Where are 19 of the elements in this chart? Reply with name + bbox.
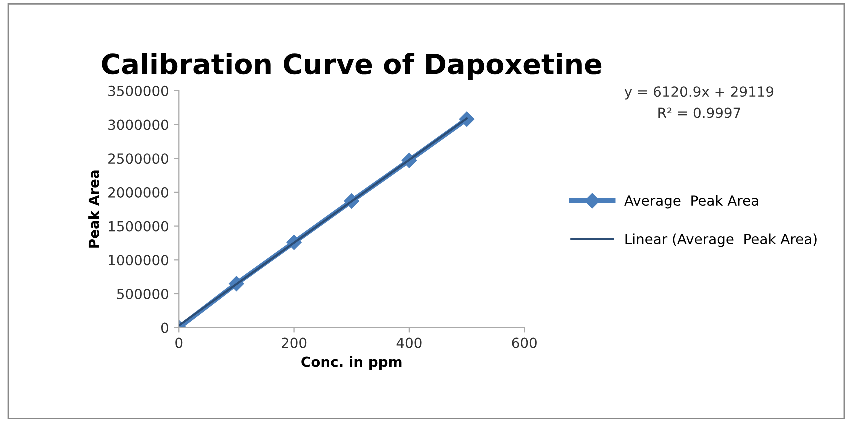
- x-tick-label: 0: [176, 338, 183, 348]
- legend-label: Linear (Average Peak Area): [626, 234, 817, 248]
- y-tick-label: 3500000: [108, 86, 168, 96]
- y-tick-label: 1000000: [109, 255, 168, 266]
- x-tick-label: 600: [512, 338, 537, 348]
- y-tick-label: 500000: [117, 288, 168, 300]
- y-tick-label: 2500000: [108, 154, 168, 164]
- y-tick-label: 0: [161, 322, 168, 334]
- text: y = 6120.9x + 29119: [624, 86, 774, 100]
- text: R² = 0.9997: [658, 108, 740, 118]
- y-tick-label: 3000000: [108, 120, 168, 130]
- y-tick-label: 2000000: [108, 187, 168, 198]
- x-axis-title: Conc. in ppm: [302, 356, 402, 370]
- legend-label: Average Peak Area: [624, 195, 758, 209]
- chart-title: Calibration Curve of Dapoxetine: [102, 53, 602, 80]
- x-tick-label: 400: [396, 338, 422, 348]
- x-tick-label: 200: [282, 338, 307, 348]
- y-axis-title: Peak Area: [88, 170, 100, 248]
- y-tick-label: 1500000: [109, 221, 168, 232]
